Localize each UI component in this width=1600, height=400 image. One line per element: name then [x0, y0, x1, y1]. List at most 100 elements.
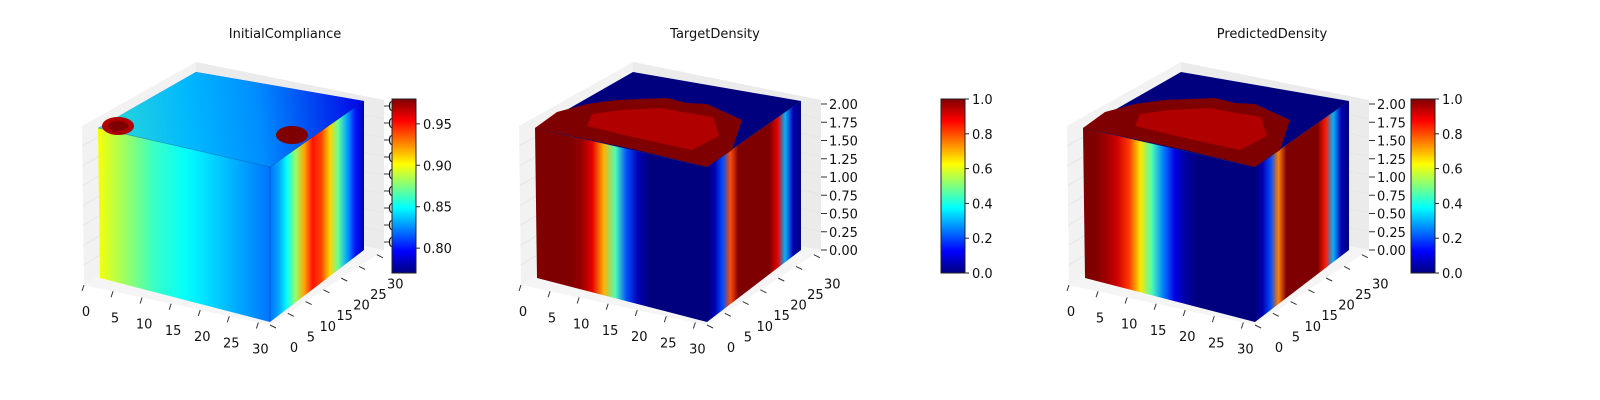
z-tick-label: 2.00	[1377, 98, 1406, 113]
colorbar-tick-label: 0.8	[972, 128, 993, 143]
y-tick	[341, 277, 348, 282]
right-face	[707, 101, 801, 322]
z-tick-label: 1.50	[829, 135, 858, 150]
y-tick-label: 0	[290, 341, 298, 356]
y-tick	[778, 277, 785, 282]
x-tick-label: 20	[631, 330, 648, 345]
x-tick-label: 5	[548, 311, 556, 326]
y-tick	[287, 312, 295, 317]
top-dense-core	[587, 108, 719, 150]
x-tick	[663, 316, 667, 323]
colorbar-tick-label: 0.90	[423, 159, 452, 174]
x-tick	[81, 284, 85, 292]
z-tick-label: 1.50	[1377, 135, 1406, 150]
y-tick-label: 30	[1372, 277, 1389, 292]
x-tick-label: 5	[1096, 311, 1104, 326]
y-tick-label: 0	[727, 341, 735, 356]
x-tick	[1240, 322, 1244, 329]
front-face	[535, 128, 707, 322]
x-tick-label: 15	[1150, 324, 1167, 339]
colorbar-tick-label: 0.85	[423, 201, 452, 216]
z-tick-label: 0.50	[829, 208, 858, 223]
y-tick-label: 15	[336, 309, 353, 324]
y-tick	[760, 289, 767, 294]
x-tick-label: 0	[1067, 305, 1075, 320]
y-tick	[1254, 324, 1262, 329]
y-tick-label: 5	[744, 330, 752, 345]
x-tick	[576, 297, 580, 304]
x-tick-label: 10	[1121, 318, 1138, 333]
y-tick-label: 25	[807, 288, 824, 303]
y-tick	[706, 324, 714, 329]
x-tick-label: 25	[1208, 336, 1225, 351]
x-tick-label: 15	[602, 324, 619, 339]
y-tick-label: 25	[1355, 288, 1372, 303]
y-tick	[813, 254, 821, 259]
cube-edge	[1082, 100, 1350, 168]
colorbar	[1410, 98, 1436, 274]
y-tick	[1272, 312, 1280, 317]
x-tick-label: 5	[111, 311, 119, 326]
z-tick-label: 0.75	[1377, 189, 1406, 204]
panel-title: TargetDensity	[669, 27, 760, 42]
y-tick	[724, 312, 732, 317]
z-tick-label: 0.75	[829, 189, 858, 204]
colorbar-tick-label: 0.2	[972, 232, 993, 247]
x-tick-label: 30	[252, 343, 269, 358]
y-tick-label: 20	[1338, 299, 1355, 314]
top-hotspot-core	[282, 130, 302, 140]
colorbar-tick-label: 0.4	[1442, 197, 1463, 212]
y-tick-label: 30	[824, 277, 841, 292]
x-tick	[518, 284, 522, 292]
colorbar-tick-label: 0.80	[423, 242, 452, 257]
z-tick-label: 1.25	[1377, 153, 1406, 168]
z-tick-label: 1.00	[829, 171, 858, 186]
cube-edge	[97, 100, 365, 168]
colorbar-tick-label: 0.6	[1442, 163, 1463, 178]
colorbar-tick-label: 0.2	[1442, 232, 1463, 247]
x-tick	[1153, 303, 1157, 310]
colorbar-tick-label: 1.0	[972, 93, 993, 108]
z-tick-label: 2.00	[829, 98, 858, 113]
colorbar-tick-label: 0.8	[1442, 128, 1463, 143]
x-tick	[605, 303, 609, 310]
x-tick-label: 0	[82, 305, 90, 320]
y-tick	[1361, 254, 1369, 259]
y-tick	[1326, 277, 1333, 282]
colorbar-tick-label: 0.95	[423, 118, 452, 133]
x-tick-label: 10	[573, 318, 590, 333]
colorbar-tick-label: 0.6	[972, 163, 993, 178]
y-tick-label: 20	[790, 299, 807, 314]
x-tick	[1066, 284, 1070, 292]
front-face	[1083, 128, 1255, 322]
x-tick	[139, 297, 143, 304]
colorbar-tick-label: 0.0	[1442, 267, 1463, 282]
y-tick	[1308, 289, 1315, 294]
y-tick	[376, 254, 384, 259]
colorbar-tick-label: 0.0	[972, 267, 993, 282]
y-tick	[795, 265, 803, 270]
y-tick	[1290, 301, 1297, 306]
y-tick	[742, 301, 749, 306]
z-tick-label: 1.00	[1377, 171, 1406, 186]
y-tick-label: 10	[1304, 320, 1321, 335]
right-face	[270, 101, 364, 322]
y-tick-label: 0	[1275, 341, 1283, 356]
x-tick-label: 20	[1179, 330, 1196, 345]
x-tick-label: 30	[689, 343, 706, 358]
y-tick-label: 15	[773, 309, 790, 324]
x-tick	[255, 322, 259, 329]
cube-edge	[534, 100, 802, 168]
x-tick	[168, 303, 172, 310]
y-tick-label: 15	[1321, 309, 1338, 324]
x-tick	[1182, 309, 1186, 317]
x-tick-label: 10	[136, 318, 153, 333]
z-tick-label: 0.25	[1377, 226, 1406, 241]
x-tick	[1211, 316, 1215, 323]
front-face	[98, 128, 270, 322]
z-tick-label: 1.75	[1377, 116, 1406, 131]
